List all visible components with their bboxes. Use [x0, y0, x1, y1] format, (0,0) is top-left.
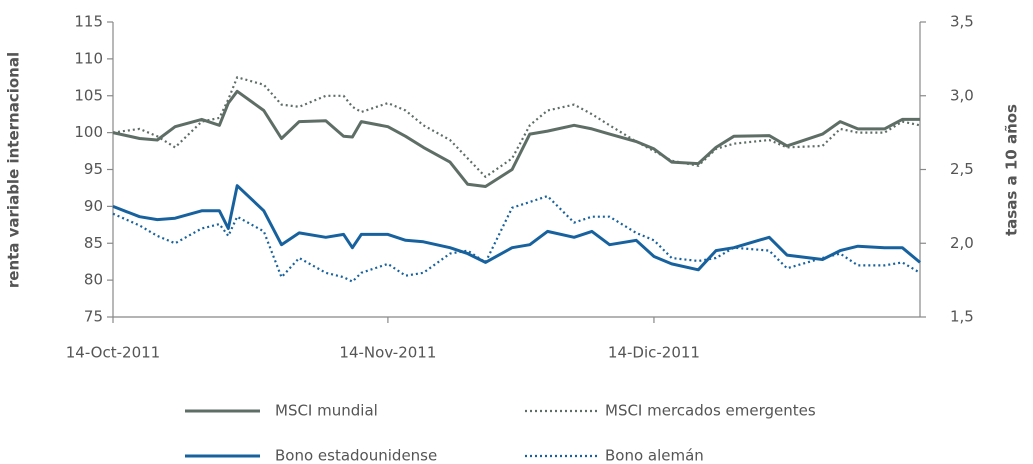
y2-tick-label: 3,5	[950, 13, 974, 31]
y-tick-label: 110	[74, 49, 103, 67]
x-tick-label: 14-Oct-2011	[66, 344, 160, 362]
y2-tick-label: 2,0	[950, 234, 974, 252]
x-tick-label: 14-Dic-2011	[608, 344, 700, 362]
y2-tick-label: 1,5	[950, 308, 974, 326]
series-line	[112, 76, 921, 178]
legend-label: MSCI mercados emergentes	[605, 402, 816, 420]
legend-label: MSCI mundial	[275, 402, 378, 420]
y2-tick-label: 3,0	[950, 86, 974, 104]
series-line	[112, 195, 921, 283]
y2-tick-label: 2,5	[950, 160, 974, 178]
y-axis-label: renta variable internacional	[5, 52, 23, 288]
y-tick-label: 80	[84, 271, 103, 289]
x-tick-label: 14-Nov-2011	[339, 344, 436, 362]
y-tick-label: 75	[84, 308, 103, 326]
y-tick-label: 115	[74, 13, 103, 31]
y-tick-label: 95	[84, 160, 103, 178]
series-line	[112, 184, 921, 272]
y2-axis-label: tasas a 10 años	[1003, 104, 1021, 236]
y-tick-label: 90	[84, 197, 103, 215]
series-line	[112, 89, 920, 188]
legend-label: Bono estadounidense	[275, 447, 437, 464]
y-tick-label: 105	[74, 86, 103, 104]
y-tick-label: 100	[74, 123, 103, 141]
legend-label: Bono alemán	[605, 447, 704, 464]
y-tick-label: 85	[84, 234, 103, 252]
